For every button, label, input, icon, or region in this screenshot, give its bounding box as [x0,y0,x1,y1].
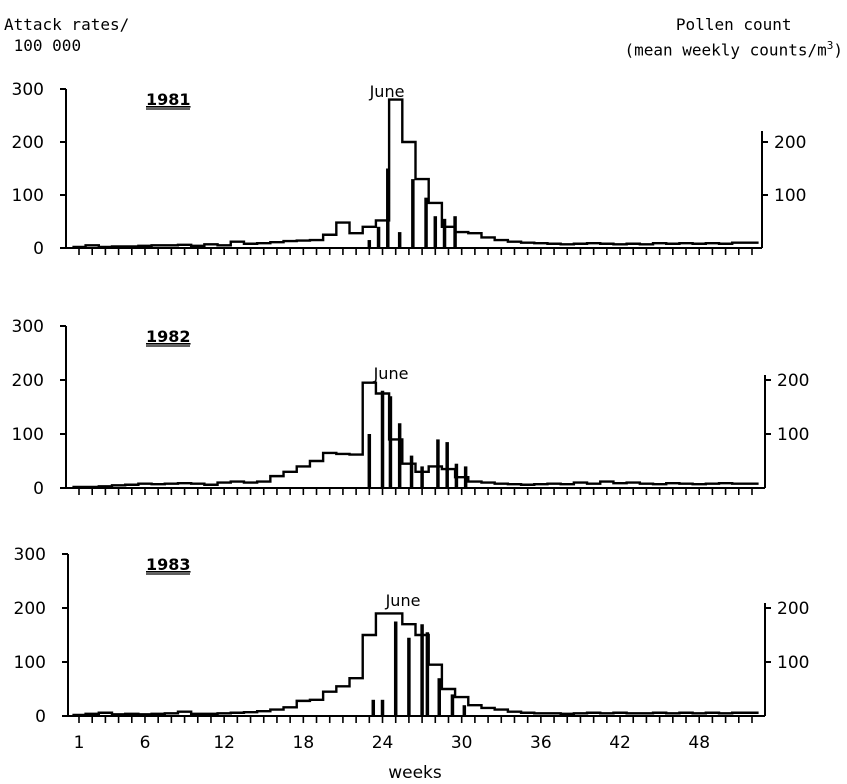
right-axis-tick-label: 100 [777,653,809,673]
left-axis-tick-label: 300 [12,80,44,100]
attack-rate-step-line [72,381,759,489]
left-axis-tick-label: 0 [35,707,46,727]
right-axis-header-line1: Pollen count [675,15,792,34]
left-axis-tick-label: 300 [14,545,46,565]
x-axis-tick-label: 30 [451,733,473,753]
left-axis-header-line2: 100 000 [13,36,82,55]
right-axis-header-end: ) [833,40,843,60]
left-axis-header: Attack rates/ 100 000 [4,14,129,56]
x-axis-tick-label: 36 [530,733,552,753]
right-axis-header: Pollen count (mean weekly counts/m3) [624,14,843,60]
x-axis-tick-label: 1 [74,733,85,753]
left-axis-tick-label: 300 [12,317,44,337]
x-axis-tick-label: 42 [609,733,631,753]
right-axis-tick-label: 100 [774,186,806,206]
june-annotation: June [373,364,409,383]
panel-year-label: 1981 [146,90,191,109]
right-axis-header-line2: (mean weekly counts/m [624,40,827,60]
attack-rate-step-line [72,612,759,717]
right-axis-tick-label: 200 [777,599,809,619]
june-annotation: June [369,82,405,101]
right-axis-header-sup: 3 [826,39,834,52]
x-axis-tick-label: 24 [372,733,394,753]
left-axis-tick-label: 100 [14,653,46,673]
x-axis-tick-label: 12 [213,733,235,753]
right-axis-tick-label: 200 [777,371,809,391]
x-axis-tick-label: 6 [140,733,151,753]
panel-year-label: 1982 [146,327,191,346]
left-axis-tick-label: 200 [12,371,44,391]
panel-year-label: 1983 [146,555,191,574]
left-axis-tick-label: 100 [12,425,44,445]
left-axis-tick-label: 100 [12,186,44,206]
left-axis-tick-label: 200 [12,133,44,153]
left-axis-tick-label: 200 [14,599,46,619]
left-axis-header-line1: Attack rates/ [4,15,130,34]
left-axis-tick-label: 0 [33,239,44,259]
x-axis-tick-label: 48 [688,733,710,753]
x-axis-tick-label: 18 [293,733,315,753]
attack-rate-step-line [72,98,759,249]
right-axis-tick-label: 100 [777,425,809,445]
left-axis-tick-label: 0 [33,479,44,499]
x-axis-label: weeks [388,763,442,783]
right-axis-tick-label: 200 [774,133,806,153]
june-annotation: June [385,591,421,610]
